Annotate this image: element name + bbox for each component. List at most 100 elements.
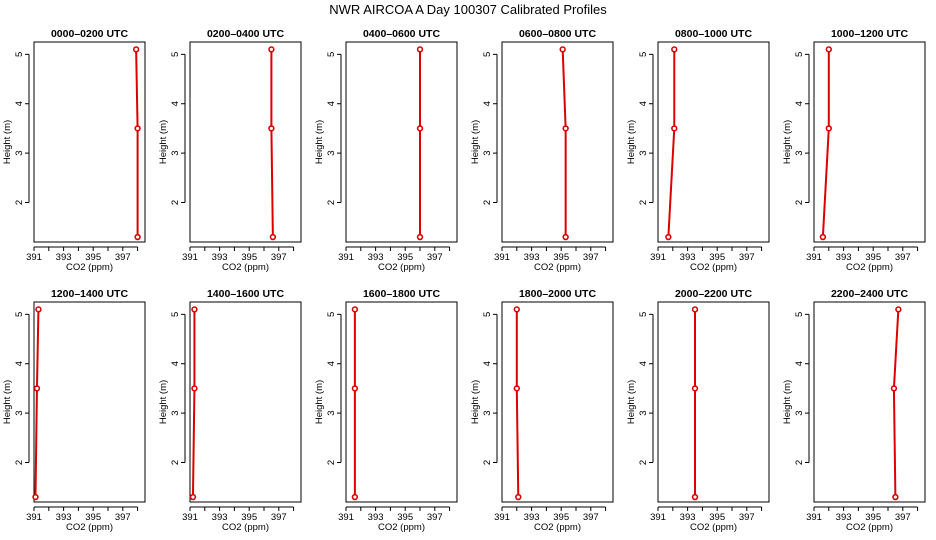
- y-tick-label: 2: [326, 200, 337, 205]
- data-point: [268, 125, 275, 132]
- data-point: [268, 46, 275, 53]
- data-point: [134, 233, 141, 241]
- profile-line: [515, 388, 520, 498]
- x-tick-label: 397: [271, 252, 287, 263]
- plot-frame: [189, 301, 302, 503]
- y-tick-label: 3: [170, 410, 181, 415]
- profile-line: [35, 309, 40, 389]
- y-tick-label: 4: [794, 101, 805, 106]
- x-axis-label: CO2 (ppm): [534, 522, 581, 533]
- x-tick-label: 393: [56, 252, 72, 263]
- plot-frame: [501, 41, 614, 243]
- data-point: [825, 125, 832, 132]
- data-point: [416, 125, 424, 132]
- data-point: [665, 233, 672, 241]
- data-point: [513, 306, 520, 313]
- x-tick-label: 397: [427, 512, 443, 523]
- y-tick-label: 5: [638, 312, 649, 317]
- figure-title: NWR AIRCOA A Day 100307 Calibrated Profi…: [329, 2, 607, 17]
- x-tick-label: 395: [397, 512, 413, 523]
- y-tick-label: 3: [794, 410, 805, 415]
- panel-title: 1800–2000 UTC: [519, 288, 596, 300]
- plot-frame: [345, 41, 458, 243]
- y-tick-label: 2: [638, 460, 649, 465]
- x-tick-label: 391: [26, 252, 42, 263]
- x-tick-label: 391: [26, 512, 42, 523]
- x-axis-label: CO2 (ppm): [66, 522, 113, 533]
- data-point: [895, 306, 902, 313]
- data-point: [191, 385, 198, 392]
- panel-title: 1200–1400 UTC: [51, 288, 128, 300]
- y-tick-label: 4: [482, 101, 493, 106]
- x-tick-label: 391: [494, 252, 510, 263]
- plot-frame: [189, 41, 302, 243]
- x-tick-label: 395: [85, 252, 101, 263]
- data-point: [134, 125, 141, 132]
- data-point: [671, 46, 678, 53]
- data-point: [35, 306, 42, 313]
- x-tick-label: 391: [650, 512, 666, 523]
- y-tick-label: 3: [14, 410, 25, 415]
- y-axis-label: Height (m): [626, 380, 637, 424]
- y-tick-label: 3: [170, 150, 181, 155]
- x-tick-label: 395: [397, 252, 413, 263]
- plot-frame: [33, 41, 146, 243]
- data-point: [416, 46, 424, 53]
- y-tick-label: 4: [638, 101, 649, 106]
- data-point: [691, 306, 699, 313]
- x-tick-label: 391: [182, 252, 198, 263]
- data-point: [189, 493, 197, 501]
- y-tick-label: 4: [638, 361, 649, 366]
- y-tick-label: 2: [482, 200, 493, 205]
- data-point: [892, 493, 899, 501]
- x-axis-label: CO2 (ppm): [378, 262, 425, 273]
- panel-title: 0600–0800 UTC: [519, 28, 596, 40]
- x-tick-label: 393: [680, 512, 696, 523]
- x-axis-label: CO2 (ppm): [222, 262, 269, 273]
- y-axis-label: Height (m): [2, 380, 13, 424]
- profile-line: [561, 49, 567, 129]
- plot-frame: [657, 301, 770, 503]
- x-tick-label: 391: [650, 252, 666, 263]
- y-tick-label: 2: [170, 200, 181, 205]
- data-point: [513, 385, 520, 392]
- y-axis-label: Height (m): [470, 380, 481, 424]
- y-tick-label: 3: [482, 410, 493, 415]
- y-tick-label: 4: [326, 101, 337, 106]
- data-point: [351, 385, 359, 392]
- y-axis-label: Height (m): [782, 120, 793, 164]
- data-point: [33, 385, 41, 392]
- profile-line: [270, 128, 274, 238]
- x-axis-label: CO2 (ppm): [66, 262, 113, 273]
- y-axis-label: Height (m): [470, 120, 481, 164]
- x-tick-label: 391: [338, 512, 354, 523]
- y-tick-label: 5: [638, 52, 649, 57]
- profile-line: [892, 309, 900, 389]
- data-point: [559, 46, 566, 53]
- x-tick-label: 393: [524, 512, 540, 523]
- x-tick-label: 395: [553, 512, 569, 523]
- data-point: [691, 493, 699, 501]
- x-tick-label: 393: [56, 512, 72, 523]
- data-point: [191, 306, 198, 313]
- x-tick-label: 393: [680, 252, 696, 263]
- y-axis-label: Height (m): [626, 120, 637, 164]
- y-tick-label: 5: [326, 312, 337, 317]
- data-point: [671, 125, 678, 132]
- panel-title: 1600–1800 UTC: [363, 288, 440, 300]
- x-tick-label: 397: [271, 512, 287, 523]
- profile-line: [892, 388, 897, 498]
- y-tick-label: 5: [170, 312, 181, 317]
- x-tick-label: 393: [836, 512, 852, 523]
- x-tick-label: 397: [583, 512, 599, 523]
- plot-frame: [657, 41, 770, 243]
- x-tick-label: 395: [865, 252, 881, 263]
- panel-title: 2200–2400 UTC: [831, 288, 908, 300]
- x-tick-label: 391: [806, 252, 822, 263]
- y-tick-label: 2: [14, 200, 25, 205]
- y-tick-label: 2: [638, 200, 649, 205]
- x-tick-label: 397: [739, 512, 755, 523]
